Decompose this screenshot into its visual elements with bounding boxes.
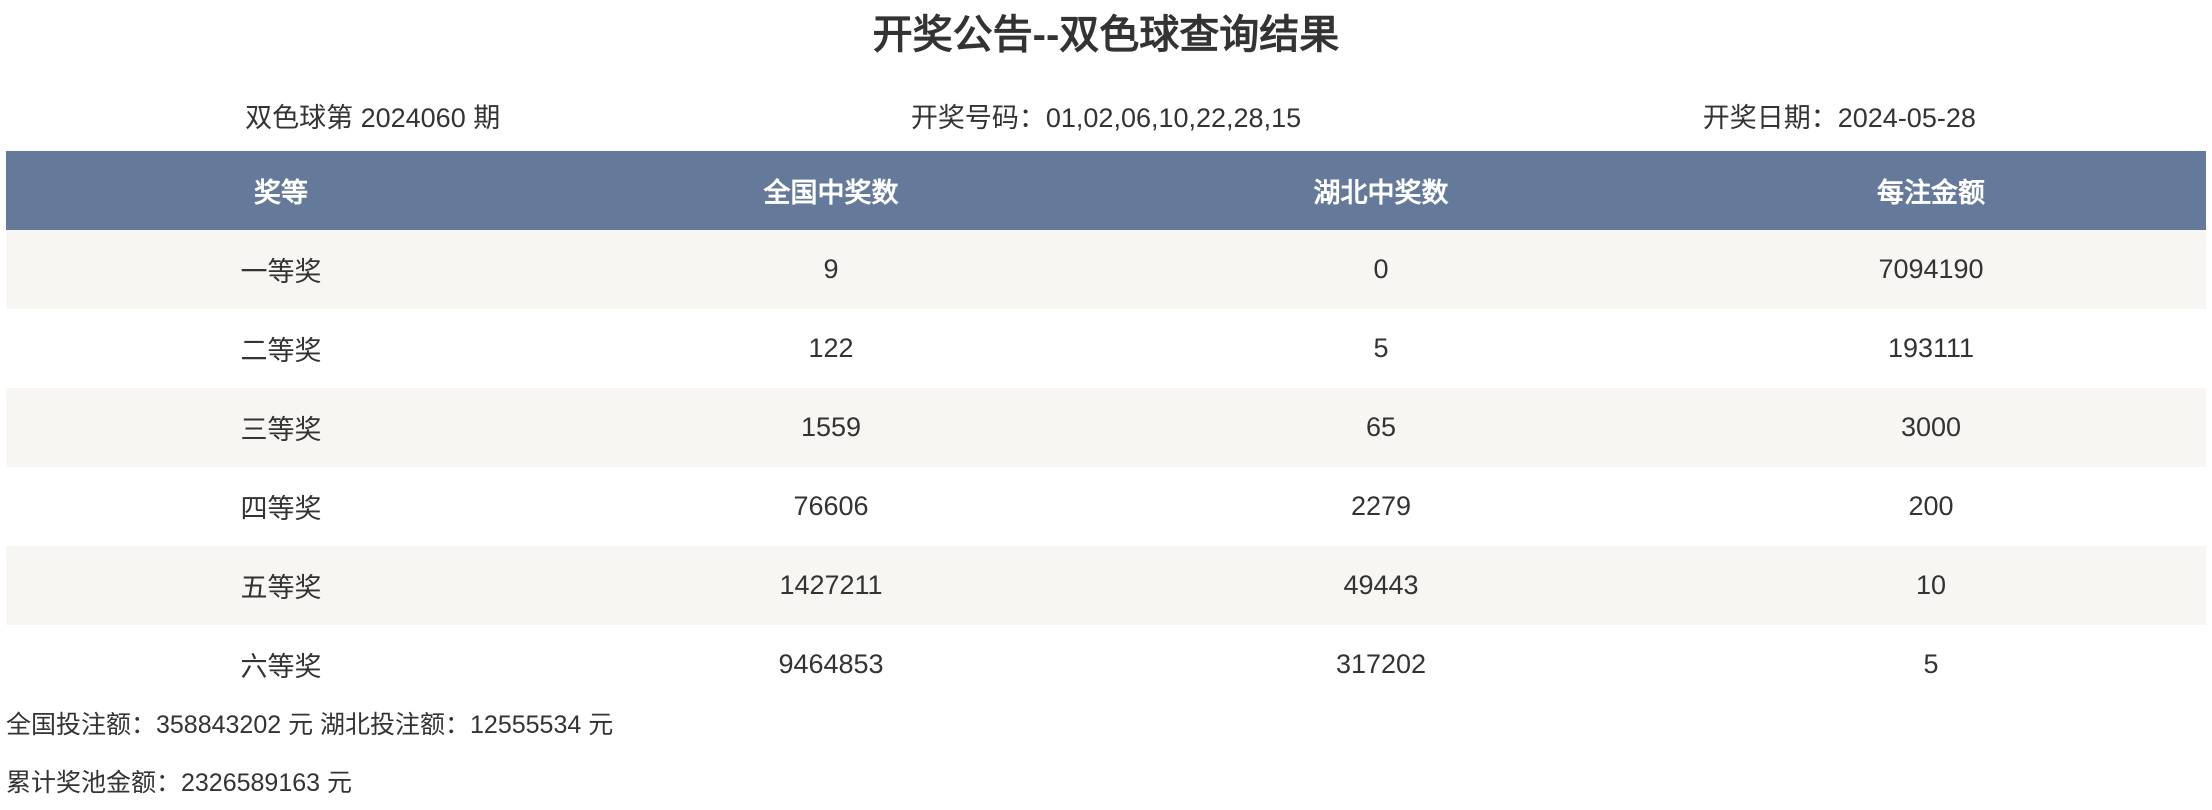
table-cell: 3000	[1656, 388, 2206, 467]
table-row: 二等奖 122 5 193111	[6, 309, 2206, 388]
draw-info: 双色球第 2024060 期 开奖号码：01,02,06,10,22,28,15…	[6, 96, 2206, 140]
table-cell: 二等奖	[240, 336, 322, 366]
table-cell: 200	[1908, 491, 1954, 521]
table-cell: 1559	[556, 388, 1106, 467]
table-cell: 76606	[793, 491, 869, 521]
table-row: 三等奖 1559 65 3000	[6, 388, 2206, 467]
table-cell: 317202	[1335, 649, 1427, 679]
page-title: 开奖公告--双色球查询结果	[872, 13, 1340, 57]
table-cell: 10	[1656, 546, 2206, 625]
column-header: 每注金额	[1656, 151, 2206, 230]
table-cell: 五等奖	[6, 546, 556, 625]
table-row: 六等奖 9464853 317202 5	[6, 625, 2206, 704]
table-cell: 三等奖	[6, 388, 556, 467]
table-cell: 2279	[1350, 491, 1412, 521]
table-cell: 122	[808, 333, 854, 363]
table-cell: 49443	[1106, 546, 1656, 625]
table-cell: 5	[1373, 333, 1389, 363]
table-row: 四等奖 76606 2279 200	[6, 467, 2206, 546]
prize-table: 奖等 全国中奖数 湖北中奖数 每注金额 一等奖 9 0 7094190 二等奖 122 5 1…	[6, 151, 2206, 704]
table-cell: 0	[1106, 230, 1656, 309]
table-cell: 9	[556, 230, 1106, 309]
table-cell: 六等奖	[240, 652, 322, 682]
table-row: 五等奖 1427211 49443 10	[6, 546, 2206, 625]
jackpot-pool: 累计奖池金额：2326589163 元	[6, 769, 352, 797]
table-cell: 一等奖	[6, 230, 556, 309]
table-cell: 5	[1923, 649, 1939, 679]
table-row: 一等奖 9 0 7094190	[6, 230, 2206, 309]
sales-summary: 全国投注额：358843202 元 湖北投注额：12555534 元	[6, 711, 614, 739]
table-cell: 65	[1106, 388, 1656, 467]
table-header: 奖等 全国中奖数 湖北中奖数 每注金额	[6, 151, 2206, 230]
draw-date: 开奖日期：2024-05-28	[1702, 103, 1976, 133]
winning-numbers: 开奖号码：01,02,06,10,22,28,15	[910, 103, 1302, 133]
table-cell: 9464853	[778, 649, 884, 679]
table-cell: 四等奖	[240, 494, 322, 524]
column-header: 奖等	[6, 151, 556, 230]
table-cell: 7094190	[1656, 230, 2206, 309]
issue-number: 双色球第 2024060 期	[245, 103, 501, 133]
column-header: 湖北中奖数	[1106, 151, 1656, 230]
column-header: 全国中奖数	[556, 151, 1106, 230]
table-cell: 1427211	[556, 546, 1106, 625]
table-cell: 193111	[1887, 333, 1975, 363]
